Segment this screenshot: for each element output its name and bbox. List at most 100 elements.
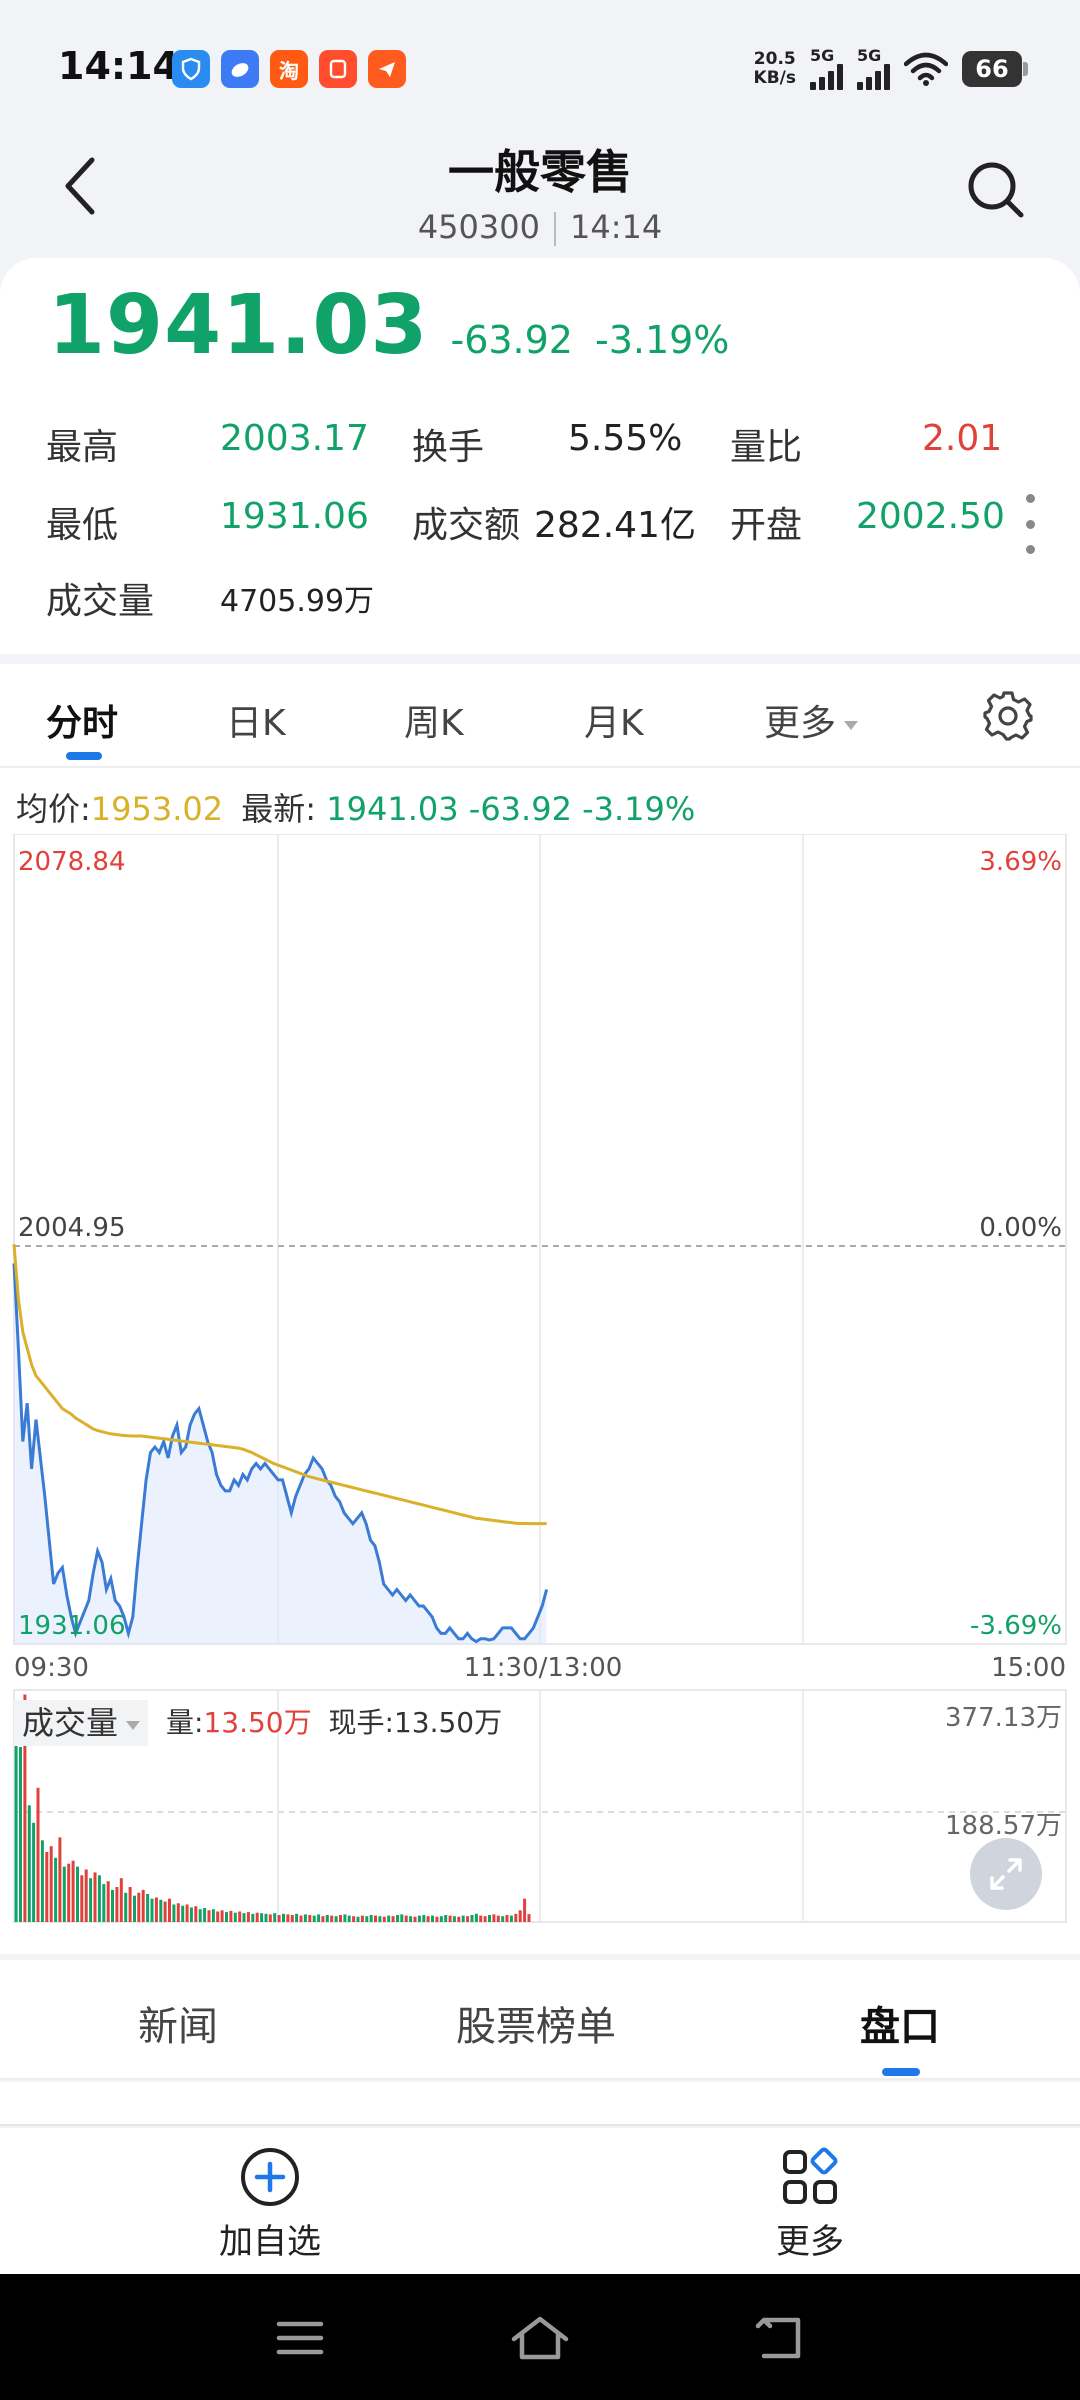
bottom-action-bar: 加自选 更多 (0, 2128, 1080, 2274)
volume-bar (220, 1910, 224, 1922)
volume-bar (317, 1914, 321, 1922)
wifi-icon (904, 52, 948, 86)
volume-bar (422, 1915, 426, 1922)
cloud-app-icon (221, 50, 259, 88)
volume-bar (374, 1915, 377, 1922)
low-value: 1931.06 (220, 496, 369, 537)
volume-bar (111, 1889, 114, 1922)
amount-label: 成交额 (412, 505, 521, 546)
volume-bar (448, 1915, 452, 1922)
tab-monthly-k[interactable]: 月K (584, 703, 644, 744)
shopping-app-icon (319, 50, 357, 88)
volume-bar (479, 1915, 483, 1922)
volume-bar (268, 1914, 272, 1922)
volume-bar (14, 1706, 18, 1922)
back-nav-button[interactable] (750, 2308, 810, 2368)
volume-bar (396, 1915, 399, 1922)
volume-bar (514, 1913, 518, 1922)
tab-more[interactable]: 更多 (764, 694, 859, 746)
intraday-chart[interactable]: 2078.84 2004.95 1931.06 3.69% 0.00% -3.6… (0, 834, 1080, 1944)
volume-bar (339, 1915, 342, 1922)
volume-bar (290, 1915, 294, 1922)
volume-bar (207, 1910, 211, 1922)
system-nav-bar (0, 2274, 1080, 2400)
back-button[interactable] (48, 154, 112, 218)
volume-bar (128, 1887, 132, 1922)
security-code-line: 450300 14:14 (0, 208, 1080, 246)
turnover-value: 5.55% (568, 418, 683, 459)
search-button[interactable] (960, 154, 1032, 226)
volume-bar (426, 1916, 430, 1922)
amount-value: 282.41亿 (534, 505, 696, 546)
more-button[interactable]: 更多 (690, 2146, 930, 2263)
volume-bar (146, 1894, 150, 1922)
gear-icon[interactable] (982, 690, 1034, 742)
system-indicators: 20.5 KB/s 5G 5G 66 (754, 48, 1028, 90)
volume-bar (150, 1898, 154, 1922)
volume-bar (229, 1910, 233, 1922)
volume-bar (295, 1913, 299, 1922)
pct-label-mid: 0.00% (979, 1213, 1062, 1243)
volume-ratio-value: 2.01 (922, 418, 1003, 459)
active-tab-indicator (66, 752, 102, 760)
chart-tabs: 分时 日K 周K 月K 更多 (0, 664, 1080, 768)
volume-bar (343, 1914, 347, 1922)
volume-bar (347, 1915, 351, 1922)
volume-bar (168, 1898, 171, 1922)
volume-bar (141, 1889, 145, 1922)
volume-bar (334, 1916, 338, 1922)
high-label: 最高 (46, 427, 119, 468)
volume-half-label: 188.57万 (945, 1811, 1062, 1841)
volume-bar (211, 1909, 215, 1922)
tab-news[interactable]: 新闻 (138, 2004, 218, 2050)
tab-weekly-k[interactable]: 周K (404, 703, 464, 744)
volume-bar (176, 1903, 180, 1922)
volume-indicator-selector[interactable]: 成交量 (14, 1700, 149, 1746)
volume-bar (137, 1892, 141, 1922)
add-watchlist-button[interactable]: 加自选 (150, 2146, 390, 2263)
volume-bar (49, 1846, 53, 1922)
turnover-label: 换手 (412, 427, 485, 468)
volume-label: 成交量 (46, 581, 155, 622)
volume-bar (461, 1915, 465, 1922)
volume-bar (36, 1787, 40, 1922)
more-stats-button[interactable] (1020, 494, 1040, 554)
tab-order-book[interactable]: 盘口 (860, 2004, 940, 2050)
tab-stock-rankings[interactable]: 股票榜单 (456, 2004, 616, 2050)
volume-bar (474, 1913, 478, 1922)
volume-bar (321, 1916, 325, 1922)
fullscreen-button[interactable] (970, 1838, 1042, 1910)
status-time: 14:14 (58, 44, 179, 88)
volume-bar (509, 1915, 513, 1922)
volume-bar (233, 1912, 237, 1922)
tab-daily-k[interactable]: 日K (226, 703, 286, 744)
volume-bar (439, 1916, 443, 1922)
page-title: 一般零售 (448, 145, 632, 199)
volume-bar (435, 1916, 439, 1922)
quote-time: 14:14 (569, 208, 663, 246)
volume-bar (523, 1898, 527, 1922)
y-label-top: 2078.84 (18, 847, 126, 877)
volume-bar (365, 1916, 369, 1922)
volume-bar (518, 1910, 522, 1922)
volume-bar (404, 1915, 408, 1922)
volume-bar (225, 1912, 228, 1922)
x-label-end: 15:00 (991, 1653, 1066, 1683)
home-nav-button[interactable] (510, 2308, 570, 2368)
menu-nav-button[interactable] (270, 2308, 330, 2368)
volume-bar (483, 1916, 487, 1922)
volume-bar (32, 1822, 36, 1922)
volume-bar (76, 1866, 79, 1922)
volume-bar (67, 1863, 71, 1922)
chevron-left-icon (65, 157, 95, 215)
signal-icon: 5G (857, 48, 890, 90)
volume-bar (501, 1916, 505, 1922)
security-code: 450300 (417, 208, 540, 246)
volume-bar (325, 1915, 329, 1922)
info-tabs: 新闻 股票榜单 盘口 (0, 1960, 1080, 2080)
volume-bar (89, 1878, 93, 1922)
volume-bar (19, 1747, 22, 1922)
tab-intraday[interactable]: 分时 (46, 703, 119, 744)
price-row: 1941.03 -63.92 -3.19% (48, 278, 729, 373)
home-icon (511, 2316, 569, 2360)
